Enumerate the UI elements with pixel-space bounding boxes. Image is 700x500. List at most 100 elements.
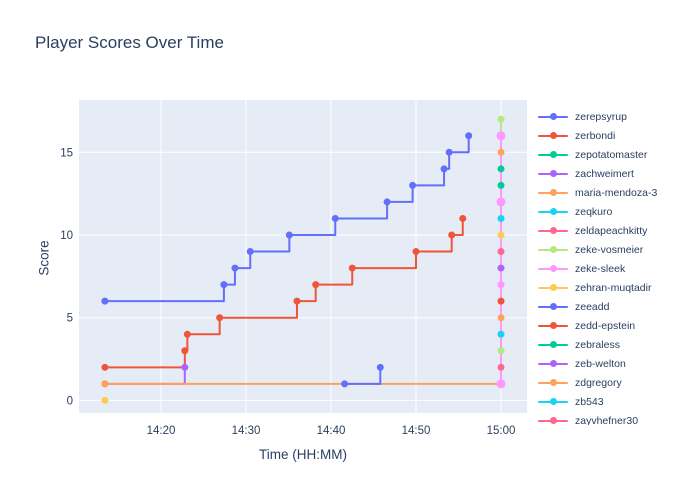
series-marker-zeke-sleek xyxy=(496,131,506,141)
endpoint-marker xyxy=(497,165,505,173)
legend-item-zehran-muqtadir[interactable]: zehran-muqtadir xyxy=(538,278,700,297)
series-marker-zeeadd xyxy=(376,363,384,371)
legend-label: zeb-welton xyxy=(575,357,626,370)
y-tick-label: 0 xyxy=(67,395,73,407)
legend-item-zeke-sleek[interactable]: zeke-sleek xyxy=(538,259,700,278)
legend-item-zayvhefner30[interactable]: zayvhefner30 xyxy=(538,411,700,425)
legend-item-zedd-epstein[interactable]: zedd-epstein xyxy=(538,316,700,335)
legend-label: zepotatomaster xyxy=(575,148,648,161)
endpoint-marker xyxy=(497,363,505,371)
y-tick-label: 15 xyxy=(60,147,73,159)
legend-line-marker-icon xyxy=(538,417,568,425)
chart-title: Player Scores Over Time xyxy=(35,33,224,52)
legend-label: zeke-sleek xyxy=(575,262,626,275)
legend-line-marker-icon xyxy=(538,360,568,368)
legend-item-zerepsyrup[interactable]: zerepsyrup xyxy=(538,107,700,126)
legend-line-marker-icon xyxy=(538,246,568,254)
y-axis-title: Score xyxy=(36,240,52,276)
series-marker-zerbondi xyxy=(348,264,356,272)
legend-label: maria-mendoza-3 xyxy=(575,186,658,199)
series-marker-zeke-sleek xyxy=(496,197,506,207)
series-marker-zerepsyrup xyxy=(445,148,453,156)
endpoint-marker xyxy=(497,248,505,256)
legend-line-marker-icon xyxy=(538,170,568,178)
endpoint-marker xyxy=(497,330,505,338)
legend-line-marker-icon xyxy=(538,132,568,140)
y-tick-label: 5 xyxy=(67,313,73,325)
x-axis-title: Time (HH:MM) xyxy=(259,447,347,462)
series-marker-maria-mendoza-3 xyxy=(101,380,109,388)
series-marker-zerbondi xyxy=(216,314,224,322)
legend-item-zeqkuro[interactable]: zeqkuro xyxy=(538,202,700,221)
endpoint-marker xyxy=(497,347,505,355)
endpoint-marker xyxy=(497,214,505,222)
legend-item-maria-mendoza-3[interactable]: maria-mendoza-3 xyxy=(538,183,700,202)
legend-line-marker-icon xyxy=(538,227,568,235)
legend-item-zeb-welton[interactable]: zeb-welton xyxy=(538,354,700,373)
legend-line-marker-icon xyxy=(538,151,568,159)
endpoint-marker xyxy=(497,281,505,289)
plot-background xyxy=(79,100,527,413)
legend-item-zb543[interactable]: zb543 xyxy=(538,392,700,411)
legend-line-marker-icon xyxy=(538,113,568,121)
legend-line-marker-icon xyxy=(538,322,568,330)
x-tick-label: 14:40 xyxy=(317,425,346,437)
series-marker-zerepsyrup xyxy=(383,198,391,206)
endpoint-marker xyxy=(497,314,505,322)
series-marker-zerbondi xyxy=(293,297,301,305)
legend-label: zb543 xyxy=(575,395,604,408)
series-marker-zerbondi xyxy=(459,214,467,222)
legend-label: zeke-vosmeier xyxy=(575,243,644,256)
legend-label: zebraless xyxy=(575,338,620,351)
legend-line-marker-icon xyxy=(538,303,568,311)
series-marker-zerepsyrup xyxy=(285,231,293,239)
legend-label: zeqkuro xyxy=(575,205,613,218)
legend-label: zehran-muqtadir xyxy=(575,281,652,294)
series-marker-zeke-sleek xyxy=(496,379,506,389)
legend-item-zepotatomaster[interactable]: zepotatomaster xyxy=(538,145,700,164)
legend-label: zayvhefner30 xyxy=(575,414,639,426)
endpoint-marker xyxy=(497,148,505,156)
legend-item-zebraless[interactable]: zebraless xyxy=(538,335,700,354)
series-marker-zerbondi xyxy=(312,281,320,289)
legend: zerepsyrup zerbondi zepotatomaster zachweim… xyxy=(538,107,700,425)
series-marker-zerepsyrup xyxy=(409,181,417,189)
legend-label: zerepsyrup xyxy=(575,110,627,123)
legend-line-marker-icon xyxy=(538,208,568,216)
legend-line-marker-icon xyxy=(538,284,568,292)
series-marker-zerbondi xyxy=(412,248,420,256)
legend-line-marker-icon xyxy=(538,341,568,349)
series-marker-zerepsyrup xyxy=(440,165,448,173)
legend-item-zeldapeachkitty[interactable]: zeldapeachkitty xyxy=(538,221,700,240)
series-marker-zerbondi xyxy=(448,231,456,239)
series-marker-zerepsyrup xyxy=(231,264,239,272)
y-tick-label: 10 xyxy=(60,230,73,242)
legend-item-zeke-vosmeier[interactable]: zeke-vosmeier xyxy=(538,240,700,259)
endpoint-marker xyxy=(497,297,505,305)
x-tick-label: 14:50 xyxy=(402,425,431,437)
series-marker-zerbondi xyxy=(183,330,191,338)
legend-item-zdgregory[interactable]: zdgregory xyxy=(538,373,700,392)
legend-item-zeeadd[interactable]: zeeadd xyxy=(538,297,700,316)
series-marker-zerbondi xyxy=(101,363,109,371)
legend-label: zdgregory xyxy=(575,376,622,389)
legend-line-marker-icon xyxy=(538,189,568,197)
x-tick-label: 15:00 xyxy=(487,425,516,437)
series-marker-zehran-muqtadir xyxy=(101,396,109,404)
legend-label: zedd-epstein xyxy=(575,319,636,332)
series-marker-zerepsyrup xyxy=(465,132,473,140)
series-marker-zerepsyrup xyxy=(101,297,109,305)
endpoint-marker xyxy=(497,231,505,239)
endpoint-marker xyxy=(497,181,505,189)
legend-item-zerbondi[interactable]: zerbondi xyxy=(538,126,700,145)
legend-label: zeeadd xyxy=(575,300,610,313)
series-line-zeeadd xyxy=(344,367,382,385)
series-marker-zerepsyrup xyxy=(331,214,339,222)
legend-line-marker-icon xyxy=(538,379,568,387)
x-tick-label: 14:20 xyxy=(147,425,176,437)
legend-item-zachweimert[interactable]: zachweimert xyxy=(538,164,700,183)
legend-label: zeldapeachkitty xyxy=(575,224,648,237)
x-tick-label: 14:30 xyxy=(232,425,261,437)
